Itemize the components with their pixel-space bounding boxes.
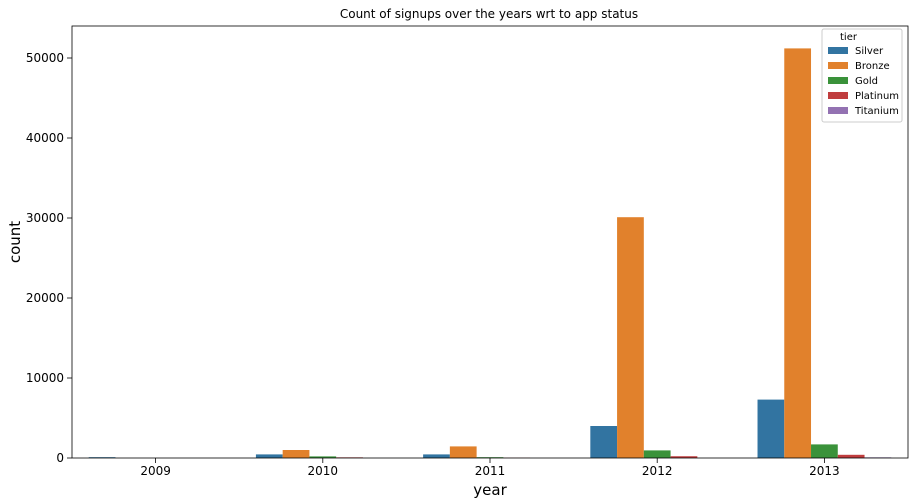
bar-gold-2010 [309, 456, 337, 458]
y-tick-label: 20000 [26, 291, 64, 305]
x-tick-label: 2012 [642, 464, 673, 478]
legend-swatch-platinum [828, 92, 848, 99]
x-tick-label: 2013 [809, 464, 840, 478]
y-tick-label: 30000 [26, 211, 64, 225]
y-tick-label: 0 [56, 451, 64, 465]
chart-title: Count of signups over the years wrt to a… [340, 7, 638, 21]
bar-platinum-2013 [837, 454, 865, 458]
y-tick-label: 10000 [26, 371, 64, 385]
x-tick-label: 2009 [140, 464, 171, 478]
bar-silver-2013 [757, 399, 785, 458]
legend-swatch-silver [828, 47, 848, 54]
x-axis-label: year [473, 481, 507, 499]
legend-label-titanium: Titanium [854, 106, 899, 117]
x-tick-label: 2011 [475, 464, 506, 478]
legend-label-silver: Silver [855, 46, 884, 57]
legend-label-platinum: Platinum [855, 91, 899, 102]
y-tick-label: 50000 [26, 51, 64, 65]
x-tick-label: 2010 [308, 464, 339, 478]
bars-group [88, 48, 892, 459]
bar-gold-2013 [811, 444, 838, 458]
plot-frame [71, 25, 909, 459]
legend-label-bronze: Bronze [855, 61, 890, 72]
bar-bronze-2011 [449, 446, 477, 458]
y-axis-ticks: 0 10000 20000 30000 40000 50000 [26, 51, 72, 465]
legend-swatch-bronze [828, 62, 848, 69]
x-axis-ticks: 2009 2010 2011 2012 2013 [140, 458, 840, 478]
bar-gold-2012 [643, 450, 671, 458]
bar-silver-2011 [423, 454, 450, 458]
bar-bronze-2013 [784, 48, 812, 459]
y-axis-label: count [6, 221, 24, 263]
legend-swatch-gold [828, 77, 848, 84]
y-tick-label: 40000 [26, 131, 64, 145]
bar-bronze-2012 [617, 217, 644, 458]
bar-platinum-2012 [670, 456, 698, 458]
bar-bronze-2010 [282, 450, 310, 458]
legend-swatch-titanium [828, 107, 848, 114]
legend-title: tier [840, 32, 858, 43]
bar-silver-2010 [255, 454, 283, 458]
legend: tier Silver Bronze Gold Platinum Titanium [821, 28, 903, 123]
legend-label-gold: Gold [855, 76, 878, 87]
bar-silver-2012 [590, 426, 618, 458]
